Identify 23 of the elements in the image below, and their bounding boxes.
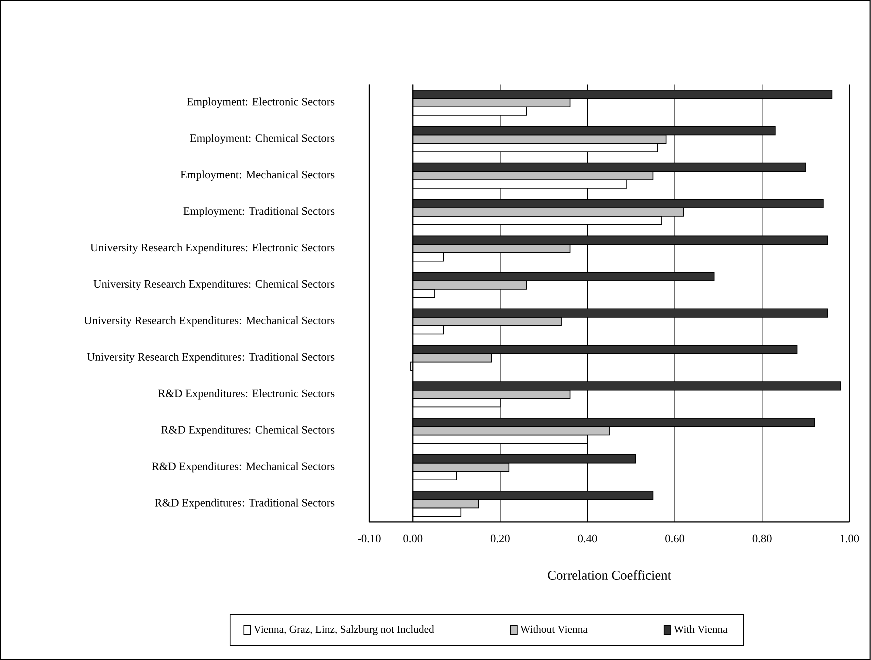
x-axis-title: Correlation Coefficient [548,570,672,580]
legend-label: Vienna, Graz, Linz, Salzburg not Included [254,625,434,636]
x-tick-label: 0.80 [752,534,772,542]
y-tick-label: R&D Expenditures: Chemical Sectors [162,426,335,436]
y-tick-label: University Research Expenditures: Mechanical Sectors [84,316,335,327]
y-tick-label: R&D Expenditures: Mechanical Sectors [152,462,335,473]
y-tick-label: University Research Expenditures: Electronic Sectors [90,243,335,254]
x-tick-label: 0.60 [666,534,685,542]
y-tick-label: R&D Expenditures: Electronic Sectors [158,389,335,400]
y-tick-label: Employment: Electronic Sectors [187,98,335,108]
y-tick-label: R&D Expenditures: Traditional Sectors [155,498,335,509]
x-tick-label: -0.10 [358,534,381,542]
y-tick-label: Employment: Chemical Sectors [190,134,335,144]
y-tick-label: Employment: Mechanical Sectors [180,170,335,181]
legend-label: Without Vienna [520,625,588,634]
x-tick-label: 1.00 [840,534,860,542]
y-tick-label: University Research Expenditures: Traditional Sectors [87,352,335,364]
x-tick-label: 0.20 [490,534,510,542]
legend-label: With Vienna [674,625,728,634]
x-tick-label: 0.40 [578,534,598,542]
y-tick-label: University Research Expenditures: Chemical Sectors [94,280,335,290]
y-tick-label: Employment: Traditional Sectors [184,207,335,218]
x-tick-label: 0.00 [404,534,423,542]
